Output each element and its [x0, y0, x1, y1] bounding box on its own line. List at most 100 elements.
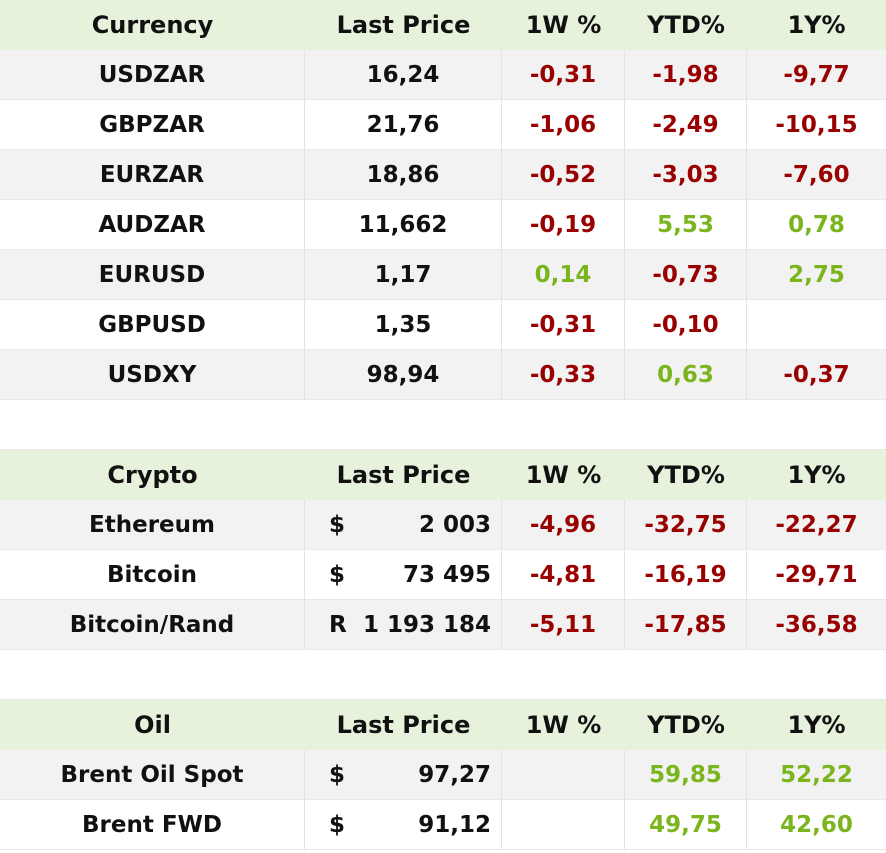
change-ytd: -32,75 — [625, 500, 747, 550]
header-1w: 1W % — [525, 11, 602, 39]
change-1y: -22,27 — [775, 512, 858, 538]
change-1w: -1,06 — [502, 100, 625, 150]
last-price: $ 91,12 — [305, 800, 502, 850]
section-spacer — [0, 650, 886, 700]
change-1w: -0,19 — [502, 200, 625, 250]
change-ytd: 5,53 — [625, 200, 747, 250]
header-ytd: YTD% — [647, 461, 725, 489]
last-price: 16,24 — [305, 50, 502, 100]
currency-symbol: R — [329, 612, 347, 638]
change-ytd: -17,85 — [625, 600, 747, 650]
change-1y: -9,77 — [783, 62, 850, 88]
change-1y: -10,15 — [775, 112, 858, 138]
change-1w: -0,31 — [502, 50, 625, 100]
currency-symbol: $ — [329, 512, 346, 538]
change-1y: 52,22 — [780, 762, 853, 788]
change-1w: -0,31 — [502, 300, 625, 350]
instrument-name: Brent Oil Spot — [0, 750, 305, 800]
change-ytd: 59,85 — [625, 750, 747, 800]
change-ytd: -16,19 — [625, 550, 747, 600]
change-1w — [502, 750, 625, 800]
change-1w — [502, 800, 625, 850]
instrument-name: Bitcoin/Rand — [0, 600, 305, 650]
crypto-header-row: Crypto Last Price 1W % YTD% 1Y% — [0, 450, 886, 500]
change-ytd: -0,73 — [625, 250, 747, 300]
oil-header-row: Oil Last Price 1W % YTD% 1Y% — [0, 700, 886, 750]
change-1y: -29,71 — [775, 562, 858, 588]
change-1w: -0,52 — [502, 150, 625, 200]
change-1w: -4,96 — [502, 500, 625, 550]
table-row: Bitcoin/Rand R 1 193 184 -5,11 -17,85 -3… — [0, 600, 886, 650]
header-instrument: Crypto — [107, 461, 198, 489]
table-row: Bitcoin $ 73 495 -4,81 -16,19 -29,71 — [0, 550, 886, 600]
table-row: EURUSD 1,17 0,14 -0,73 2,75 — [0, 250, 886, 300]
change-ytd: -1,98 — [625, 50, 747, 100]
change-ytd: -3,03 — [625, 150, 747, 200]
instrument-name: Ethereum — [0, 500, 305, 550]
last-price: 1,35 — [305, 300, 502, 350]
instrument-name: Bitcoin — [0, 550, 305, 600]
header-instrument: Currency — [91, 11, 214, 39]
table-row: USDXY 98,94 -0,33 0,63 -0,37 — [0, 350, 886, 400]
oil-table: Oil Last Price 1W % YTD% 1Y% Brent Oil S… — [0, 700, 886, 850]
header-instrument: Oil — [134, 711, 171, 739]
currency-header-row: Currency Last Price 1W % YTD% 1Y% — [0, 0, 886, 50]
instrument-name: GBPZAR — [0, 100, 305, 150]
header-1y: 1Y% — [787, 11, 846, 39]
change-ytd: -2,49 — [625, 100, 747, 150]
section-spacer — [0, 400, 886, 450]
header-1y: 1Y% — [787, 461, 846, 489]
currency-symbol: $ — [329, 812, 346, 838]
price-value: 2 003 — [418, 512, 491, 538]
last-price: 18,86 — [305, 150, 502, 200]
instrument-name: AUDZAR — [0, 200, 305, 250]
currency-symbol: $ — [329, 762, 346, 788]
last-price: $ 2 003 — [305, 500, 502, 550]
price-value: 97,27 — [418, 762, 491, 788]
table-row: GBPUSD 1,35 -0,31 -0,10 — [0, 300, 886, 350]
instrument-name: Brent FWD — [0, 800, 305, 850]
price-value: 73 495 — [402, 562, 491, 588]
table-row: Brent Oil Spot $ 97,27 59,85 52,22 — [0, 750, 886, 800]
last-price: $ 73 495 — [305, 550, 502, 600]
table-row: Brent FWD $ 91,12 49,75 42,60 — [0, 800, 886, 850]
last-price: 11,662 — [305, 200, 502, 250]
change-1y: -0,37 — [783, 362, 850, 388]
table-row: Ethereum $ 2 003 -4,96 -32,75 -22,27 — [0, 500, 886, 550]
change-ytd: 0,63 — [625, 350, 747, 400]
instrument-name: USDXY — [0, 350, 305, 400]
last-price: $ 97,27 — [305, 750, 502, 800]
header-ytd: YTD% — [647, 711, 725, 739]
last-price: R 1 193 184 — [305, 600, 502, 650]
last-price: 21,76 — [305, 100, 502, 150]
currency-table: Currency Last Price 1W % YTD% 1Y% USDZAR… — [0, 0, 886, 400]
table-row: USDZAR 16,24 -0,31 -1,98 -9,77 — [0, 50, 886, 100]
table-row: AUDZAR 11,662 -0,19 5,53 0,78 — [0, 200, 886, 250]
change-1y: 42,60 — [780, 812, 853, 838]
instrument-name: EURUSD — [0, 250, 305, 300]
change-ytd: -0,10 — [625, 300, 747, 350]
change-1w: -5,11 — [502, 600, 625, 650]
change-1w: -0,33 — [502, 350, 625, 400]
header-last-price: Last Price — [336, 461, 471, 489]
header-last-price: Last Price — [336, 711, 471, 739]
change-1y: 2,75 — [788, 262, 845, 288]
table-row: GBPZAR 21,76 -1,06 -2,49 -10,15 — [0, 100, 886, 150]
change-1y: 0,78 — [788, 212, 845, 238]
header-last-price: Last Price — [336, 11, 471, 39]
change-1y: -7,60 — [783, 162, 850, 188]
header-ytd: YTD% — [647, 11, 725, 39]
change-1w: -4,81 — [502, 550, 625, 600]
header-1w: 1W % — [525, 711, 602, 739]
header-1w: 1W % — [525, 461, 602, 489]
last-price: 1,17 — [305, 250, 502, 300]
change-1y — [747, 300, 886, 350]
instrument-name: USDZAR — [0, 50, 305, 100]
price-value: 91,12 — [418, 812, 491, 838]
crypto-table: Crypto Last Price 1W % YTD% 1Y% Ethereum… — [0, 450, 886, 650]
price-value: 1 193 184 — [362, 612, 491, 638]
change-1y: -36,58 — [775, 612, 858, 638]
table-row: EURZAR 18,86 -0,52 -3,03 -7,60 — [0, 150, 886, 200]
currency-symbol: $ — [329, 562, 346, 588]
instrument-name: EURZAR — [0, 150, 305, 200]
